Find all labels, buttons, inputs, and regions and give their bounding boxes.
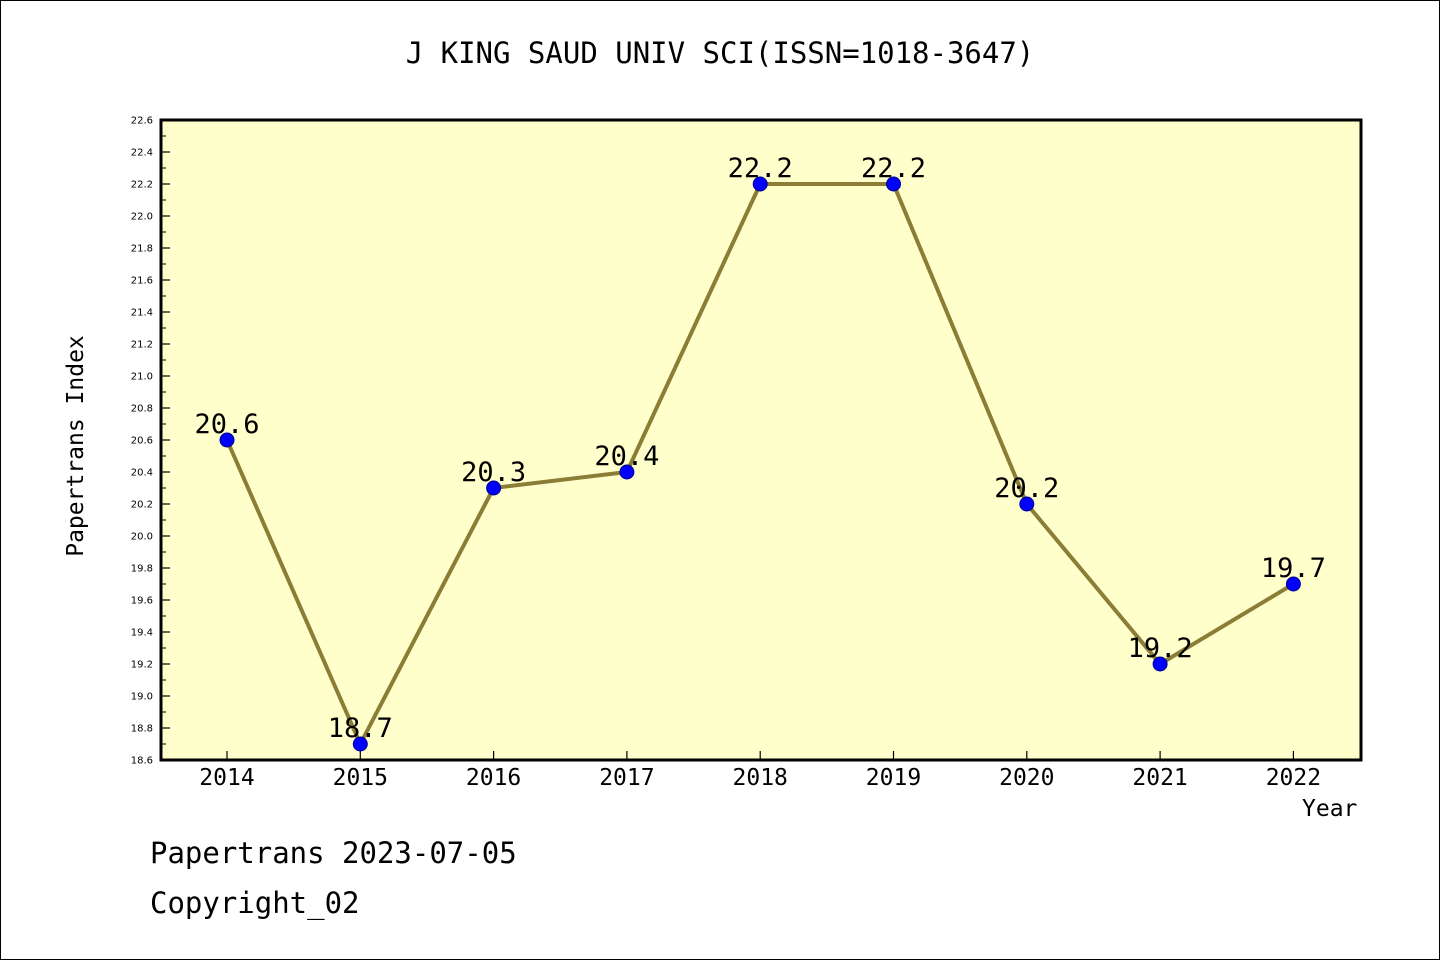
y-tick-label: 19.4 bbox=[131, 628, 153, 639]
x-tick-label: 2016 bbox=[466, 765, 521, 791]
y-tick-label: 19.8 bbox=[131, 564, 153, 575]
y-tick-label: 22.6 bbox=[131, 116, 153, 127]
data-label: 20.6 bbox=[194, 409, 259, 440]
data-label: 20.2 bbox=[994, 473, 1059, 504]
y-tick-label: 20.0 bbox=[131, 532, 153, 543]
y-tick-label: 22.0 bbox=[131, 212, 153, 223]
x-axis-label: Year bbox=[1302, 796, 1358, 822]
x-tick-label: 2022 bbox=[1266, 765, 1321, 791]
data-point bbox=[1152, 656, 1168, 672]
data-point bbox=[1019, 496, 1035, 512]
x-tick-label: 2020 bbox=[999, 765, 1054, 791]
x-tick-label: 2015 bbox=[333, 765, 388, 791]
y-tick-label: 21.6 bbox=[131, 276, 153, 287]
data-point bbox=[619, 464, 635, 480]
y-tick-label: 21.8 bbox=[131, 244, 153, 255]
data-point bbox=[486, 480, 502, 496]
data-label: 20.4 bbox=[594, 441, 659, 472]
y-tick-label: 20.6 bbox=[131, 436, 153, 447]
y-tick-label: 21.4 bbox=[131, 308, 153, 319]
plot-area bbox=[161, 120, 1361, 760]
data-label: 19.7 bbox=[1261, 553, 1326, 584]
data-label: 19.2 bbox=[1128, 633, 1193, 664]
x-tick-label: 2021 bbox=[1132, 765, 1187, 791]
data-label: 18.7 bbox=[328, 713, 393, 744]
data-point bbox=[219, 432, 235, 448]
data-label: 22.2 bbox=[728, 153, 793, 184]
y-tick-label: 19.2 bbox=[131, 660, 153, 671]
data-label: 22.2 bbox=[861, 153, 926, 184]
y-tick-label: 22.2 bbox=[131, 180, 153, 191]
chart-title: J KING SAUD UNIV SCI(ISSN=1018-3647) bbox=[405, 36, 1035, 70]
y-tick-label: 19.6 bbox=[131, 596, 153, 607]
plot-border bbox=[159, 118, 1363, 762]
data-point bbox=[752, 176, 768, 192]
x-tick-label: 2014 bbox=[199, 765, 254, 791]
x-tick-label: 2017 bbox=[599, 765, 654, 791]
y-tick-label: 18.6 bbox=[131, 756, 153, 767]
data-point bbox=[352, 736, 368, 752]
x-tick-label: 2018 bbox=[733, 765, 788, 791]
y-tick-label: 21.0 bbox=[131, 372, 153, 383]
y-tick-label: 21.2 bbox=[131, 340, 153, 351]
y-tick-label: 19.0 bbox=[131, 692, 153, 703]
y-tick-label: 20.2 bbox=[131, 500, 153, 511]
y-tick-label: 22.4 bbox=[131, 148, 153, 159]
y-tick-label: 20.4 bbox=[131, 468, 153, 479]
footer-copyright: Copyright_02 bbox=[150, 886, 360, 920]
data-label: 20.3 bbox=[461, 457, 526, 488]
data-point bbox=[1285, 576, 1301, 592]
y-tick-label: 20.8 bbox=[131, 404, 153, 415]
x-tick-label: 2019 bbox=[866, 765, 921, 791]
footer-date: Papertrans 2023-07-05 bbox=[150, 836, 517, 870]
y-tick-label: 18.8 bbox=[131, 724, 153, 735]
data-point bbox=[886, 176, 901, 192]
